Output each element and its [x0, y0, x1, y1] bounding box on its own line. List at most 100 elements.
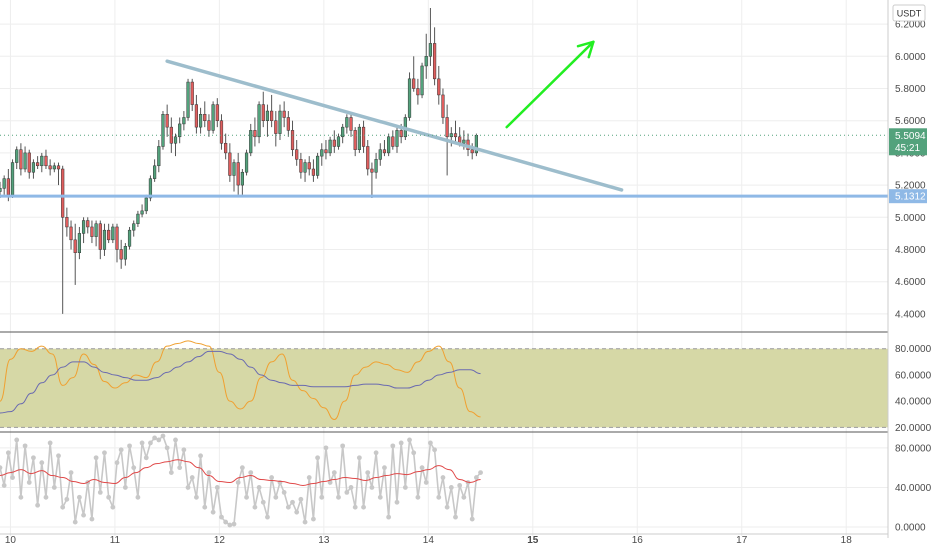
rsi-point [361, 504, 366, 510]
rsi-point [219, 514, 224, 520]
rsi-point [344, 489, 350, 495]
stochastic-tick-label: 20.0000 [895, 423, 932, 434]
rsi-point [298, 496, 304, 502]
rsi-point [76, 494, 82, 500]
rsi-point [110, 504, 116, 510]
candle-up [428, 43, 433, 57]
y-tick-label: 4.4000 [895, 309, 926, 320]
rsi-point [248, 470, 254, 475]
rsi-point [256, 485, 262, 490]
rsi-point [386, 514, 392, 520]
candle-down [332, 139, 336, 147]
rsi-point [26, 480, 32, 485]
candle-down [295, 149, 299, 160]
annotations [0, 40, 888, 198]
rsi-point [461, 494, 467, 500]
rsi-point [394, 499, 400, 505]
currency-label: USDT [897, 9, 922, 19]
stochastic-d-line [0, 350, 481, 414]
rsi-point [235, 480, 241, 485]
rsi-point [478, 470, 483, 475]
candlestick-series [0, 8, 478, 314]
rsi-point [10, 475, 15, 480]
rsi-point [18, 494, 24, 500]
rsi-point [457, 483, 463, 488]
candle-up [94, 223, 98, 237]
rsi-point [294, 509, 300, 515]
candle-up [315, 155, 320, 176]
rsi-point [473, 475, 479, 480]
rsi-point [369, 485, 375, 490]
arrow-shaft [505, 40, 595, 129]
rsi-point [177, 465, 183, 471]
rsi-point [423, 480, 429, 485]
candle-up [186, 81, 190, 118]
rsi-point [252, 504, 258, 510]
rsi-point [160, 433, 166, 439]
candle-up [31, 162, 36, 173]
candle-up [127, 229, 132, 247]
candle-up [407, 78, 412, 118]
rsi-point [402, 485, 408, 490]
rsi-point [419, 465, 425, 471]
rsi-point [244, 494, 249, 500]
rsi-point [214, 485, 220, 490]
candle-up [15, 149, 19, 163]
candle-up [111, 226, 115, 241]
candle-up [153, 165, 157, 179]
candle-up [240, 171, 244, 186]
rsi-point [156, 437, 162, 443]
candle-down [445, 117, 449, 138]
rsi-point [198, 453, 203, 459]
rsi-point [231, 521, 237, 527]
rsi-point [1, 483, 7, 488]
rsi-point [223, 519, 229, 525]
candle-down [274, 120, 278, 134]
candle-down [27, 152, 31, 173]
candle-down [286, 117, 290, 131]
candle-up [182, 117, 186, 125]
rsi-point [14, 437, 20, 443]
candle-down [391, 136, 395, 147]
rsi-point [43, 494, 49, 500]
rsi-oscillator-line [0, 434, 482, 526]
rsi-point [239, 465, 245, 471]
rsi-point [269, 475, 275, 480]
candle-down [19, 149, 23, 170]
rsi-point [206, 470, 212, 475]
candle-up [10, 162, 15, 196]
y-tick-label: 6.0000 [895, 52, 926, 63]
candle-up [265, 110, 270, 121]
candle-down [44, 155, 48, 167]
rsi-point [227, 522, 233, 528]
candle-up [336, 136, 341, 147]
rsi-point [352, 504, 358, 510]
rsi-point [411, 450, 417, 456]
candle-down [399, 130, 403, 138]
candle-up [395, 130, 399, 147]
rsi-point [415, 494, 421, 500]
candle-up [374, 159, 378, 173]
candle-down [69, 226, 73, 241]
rsi-point [194, 494, 199, 500]
rsi-point [173, 437, 178, 443]
x-tick-label: 13 [318, 535, 330, 546]
candle-down [382, 149, 387, 154]
rsi-point [311, 516, 316, 522]
candle-down [56, 165, 61, 170]
candle-up [328, 139, 332, 154]
rsi-point [356, 455, 362, 461]
candle-up [320, 149, 324, 157]
candle-down [73, 239, 77, 253]
rsi-point [432, 447, 437, 453]
candle-down [98, 223, 102, 250]
x-tick-label: 18 [841, 535, 853, 546]
rsi-point [315, 455, 320, 461]
candle-down [107, 229, 111, 241]
candle-down [412, 78, 416, 89]
candle-down [353, 130, 357, 150]
countdown-label: 45:21 [895, 143, 920, 154]
y-tick-label: 5.2000 [895, 181, 926, 192]
